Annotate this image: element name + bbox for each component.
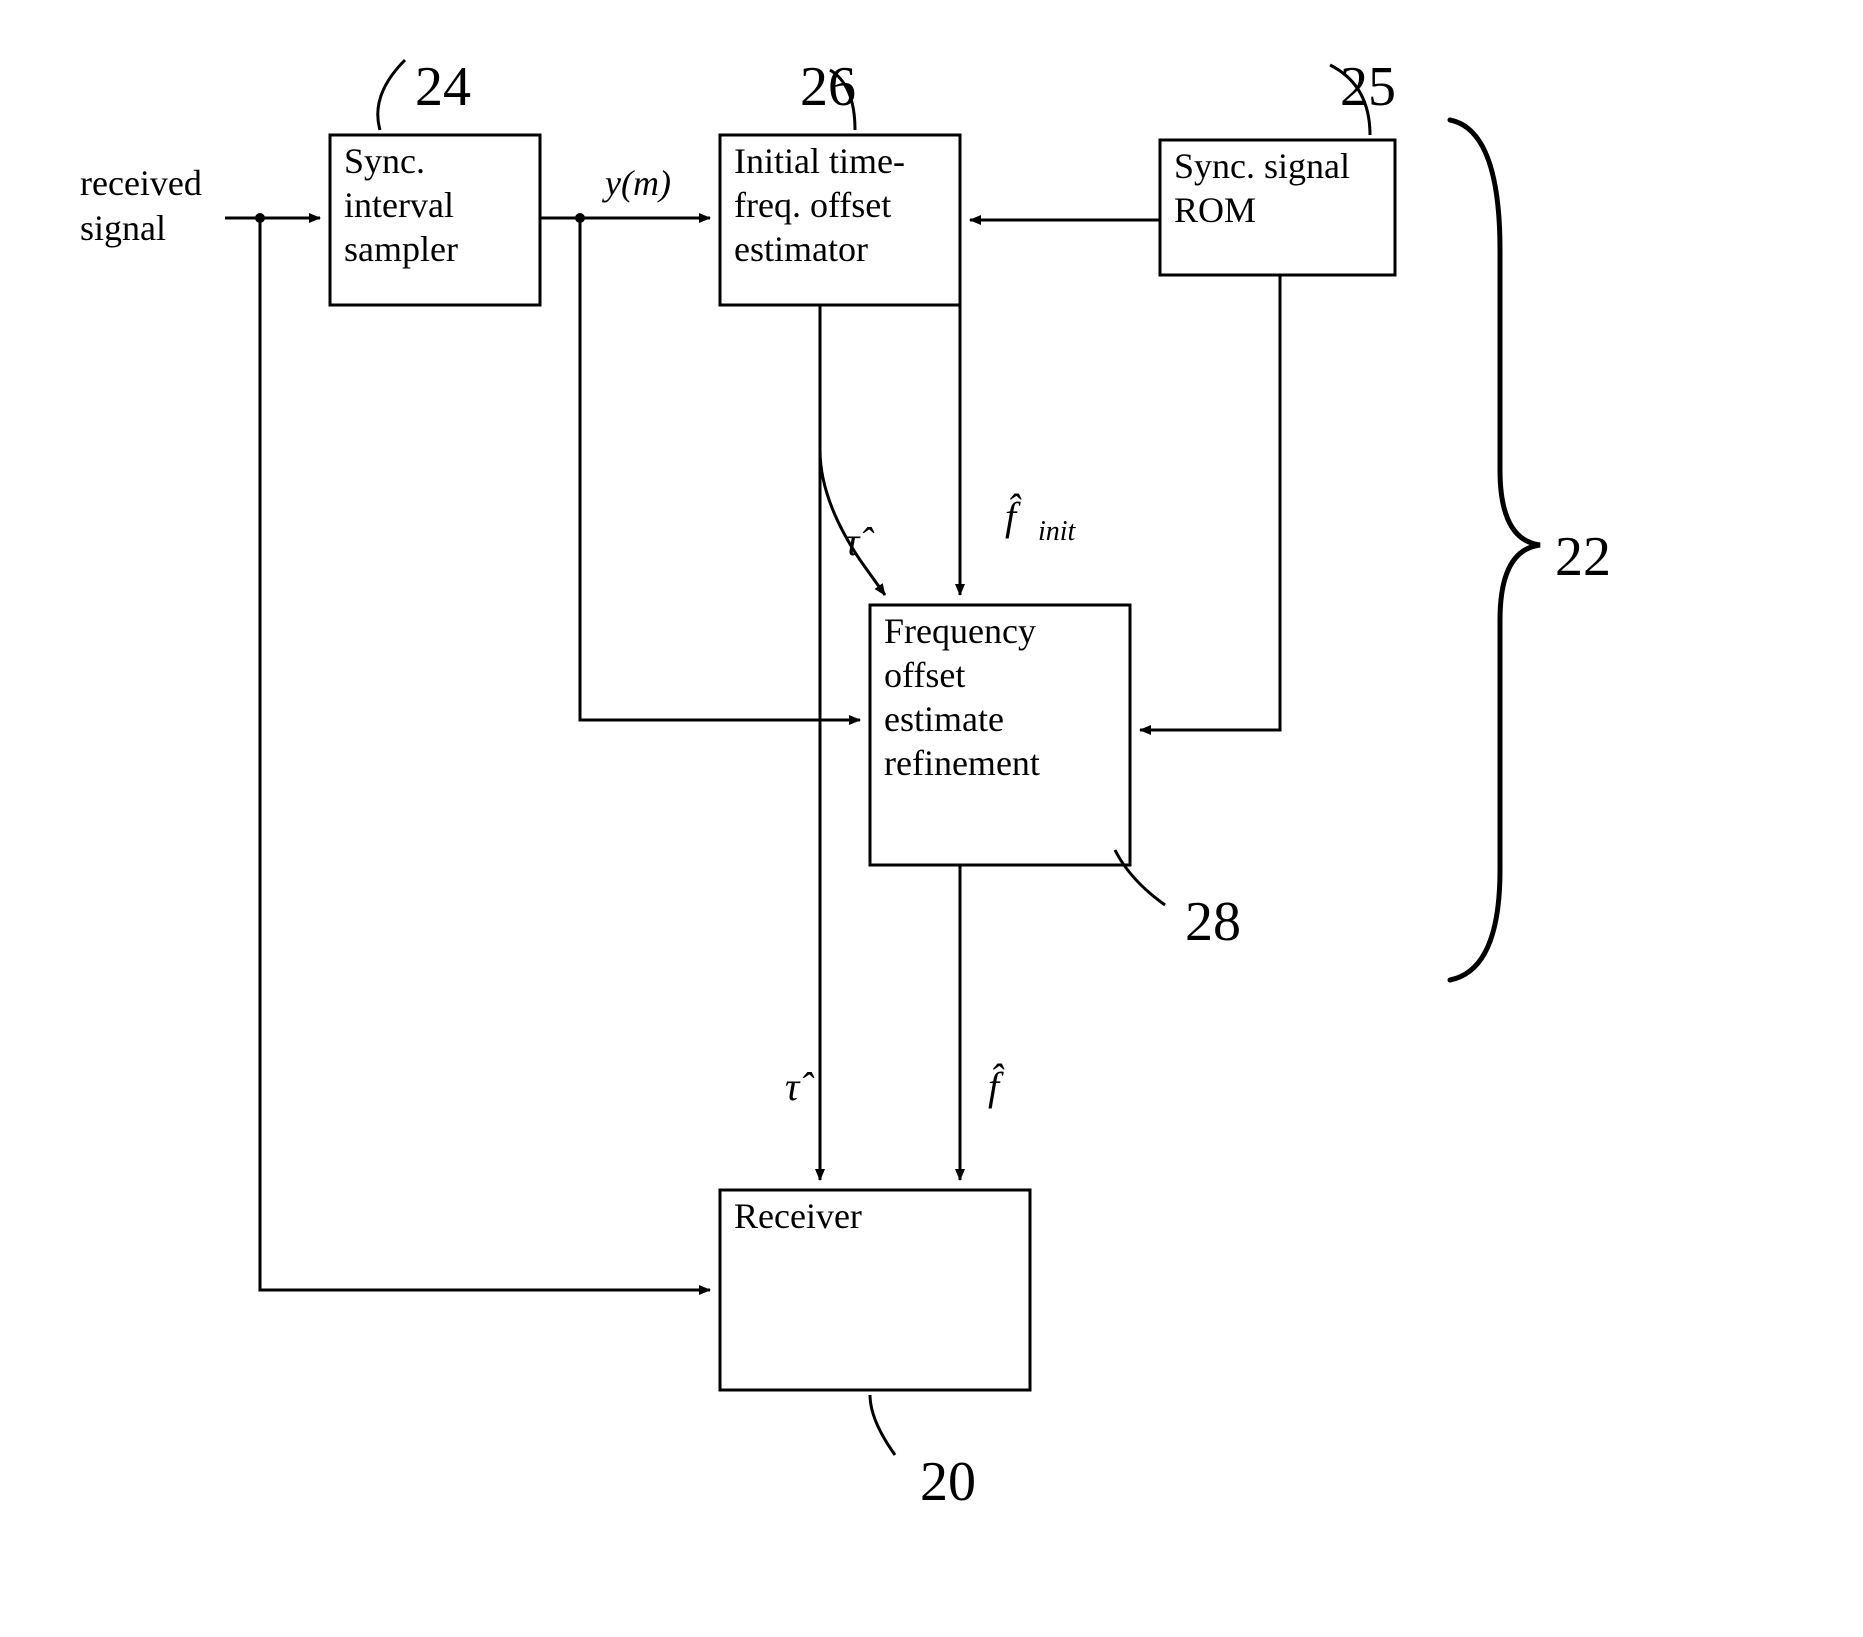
box-rom-line-1: ROM	[1174, 190, 1256, 230]
input-label-1: received	[80, 163, 202, 203]
box-sampler-line-1: interval	[344, 185, 454, 225]
signal-to-receiver	[260, 218, 710, 1290]
ref-22: 22	[1555, 526, 1611, 588]
input-label-2: signal	[80, 208, 166, 248]
ref-28: 28	[1185, 891, 1241, 953]
label-finit-sub: init	[1038, 516, 1077, 547]
ref-20: 20	[920, 1451, 976, 1513]
box-estimator-line-1: freq. offset	[734, 185, 891, 225]
label-tau-2: τ̂	[785, 1064, 814, 1109]
box-refine-line-1: offset	[884, 655, 965, 695]
box-estimator-line-2: estimator	[734, 229, 868, 269]
diagram-canvas: received signal Sync.intervalsampler Initia…	[0, 0, 1863, 1637]
box-refine-line-3: refinement	[884, 743, 1040, 783]
box-refine-line-2: estimate	[884, 699, 1004, 739]
box-rom-line-0: Sync. signal	[1174, 146, 1350, 186]
junction-1	[575, 213, 585, 223]
label-fhat: f̂	[988, 1064, 1005, 1109]
label-finit: f̂	[1005, 494, 1022, 539]
junction-2	[255, 213, 265, 223]
rom-to-refine	[1140, 275, 1280, 730]
box-receiver-line-0: Receiver	[734, 1196, 862, 1236]
box-sampler-line-0: Sync.	[344, 141, 425, 181]
box-estimator-line-0: Initial time-	[734, 141, 905, 181]
ref-24: 24	[415, 56, 471, 118]
brace-22	[1450, 120, 1540, 980]
lead-24	[378, 60, 405, 130]
box-refine-line-0: Frequency	[884, 611, 1036, 651]
lead-20	[870, 1395, 895, 1455]
label-ym: y(m)	[602, 163, 671, 203]
box-sampler-line-2: sampler	[344, 229, 458, 269]
